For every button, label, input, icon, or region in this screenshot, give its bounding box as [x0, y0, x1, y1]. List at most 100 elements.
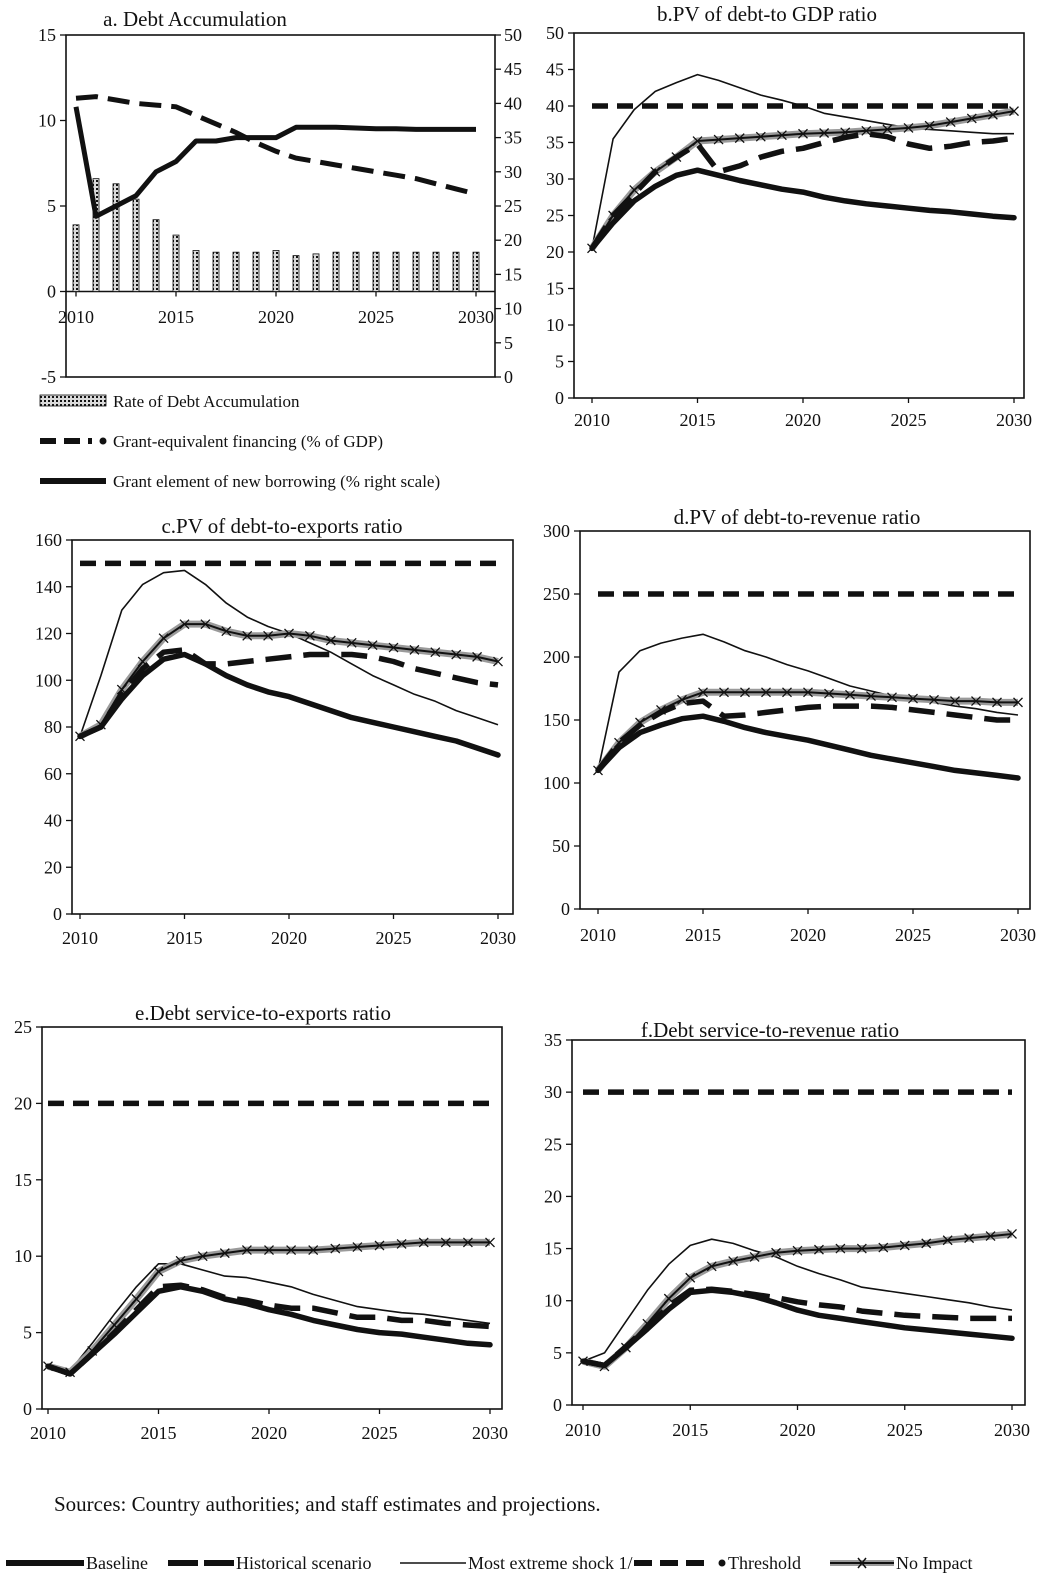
no-impact-point — [971, 696, 981, 707]
x-tick-label: 2010 — [574, 410, 610, 430]
y2-tick-label: 35 — [504, 128, 522, 148]
chart-title: d.PV of debt-to-revenue ratio — [674, 505, 921, 529]
debt-accumulation-bar — [292, 255, 300, 292]
x-tick-label: 2030 — [994, 1420, 1030, 1440]
y2-tick-label: 0 — [504, 367, 513, 387]
no-impact-point — [803, 687, 813, 698]
y-tick-label: 45 — [546, 60, 564, 80]
debt-accumulation-bar — [212, 251, 220, 292]
no-impact-point — [158, 633, 169, 644]
x-tick-label: 2020 — [785, 410, 821, 430]
legend-swatch-threshold — [634, 1559, 726, 1567]
no-impact-point — [264, 1245, 274, 1256]
no-impact-point — [308, 1245, 319, 1256]
plot-frame — [71, 539, 514, 915]
y-tick-label: 200 — [543, 647, 570, 667]
no-impact-point — [771, 1247, 782, 1258]
y-tick-label: 140 — [35, 577, 62, 597]
y2-tick-label: 25 — [504, 196, 522, 216]
no-impact-point — [284, 628, 294, 639]
x-tick-label: 2015 — [680, 410, 716, 430]
debt-accumulation-bar — [352, 251, 360, 292]
y-tick-label: 250 — [543, 584, 570, 604]
no-impact-point — [824, 688, 834, 699]
x-tick-label: 2020 — [258, 307, 294, 327]
panel-a-legend-item: Grant element of new borrowing (% right … — [40, 472, 440, 491]
no-impact-point — [221, 626, 232, 637]
plot-frame — [573, 32, 1025, 399]
no-impact-point — [286, 1245, 297, 1256]
grant-equivalent-line — [75, 94, 477, 197]
y2-tick-label: 10 — [504, 299, 522, 319]
legend-label: Grant-equivalent financing (% of GDP) — [113, 432, 383, 451]
baseline-line — [77, 651, 501, 758]
y-tick-label: 20 — [546, 242, 564, 262]
y2-tick-label: 20 — [504, 230, 522, 250]
no-impact-point — [819, 128, 830, 138]
y2-tick-label: 5 — [504, 333, 513, 353]
noimpact-line-core — [79, 623, 499, 738]
debt-accumulation-bar — [112, 183, 120, 292]
legend-swatch-no-impact — [830, 1557, 894, 1569]
debt-accumulation-bar — [192, 250, 200, 292]
no-impact-point — [1007, 1229, 1017, 1239]
debt-accumulation-bar — [172, 234, 180, 292]
y-tick-label: 10 — [546, 315, 564, 335]
no-impact-point — [749, 1251, 760, 1262]
legend-label: Grant element of new borrowing (% right … — [113, 472, 440, 491]
no-impact-point — [153, 1266, 164, 1277]
no-impact-point — [728, 1256, 739, 1267]
panel-d: d.PV of debt-to-revenue ratio 0 50 100 150 20… — [543, 505, 1036, 945]
legend-label: No Impact — [896, 1552, 973, 1573]
grant-element-line — [73, 106, 476, 219]
no-impact-point — [219, 1248, 230, 1259]
y-tick-label: 50 — [546, 23, 564, 43]
y-tick-label: 30 — [544, 1082, 562, 1102]
x-tick-label: 2020 — [251, 1423, 287, 1443]
legend-label: Threshold — [728, 1552, 801, 1573]
no-impact-point — [472, 651, 483, 662]
chart-title: f.Debt service-to-revenue ratio — [641, 1018, 899, 1042]
x-tick-label: 2030 — [480, 928, 516, 948]
x-tick-label: 2020 — [780, 1420, 816, 1440]
y-tick-label: 20 — [14, 1093, 32, 1113]
y2-tick-label: 50 — [504, 25, 522, 45]
no-impact-point — [942, 1235, 953, 1246]
debt-accumulation-bar — [272, 250, 280, 292]
noimpact-line — [595, 688, 1018, 773]
y-tick-label: 0 — [53, 904, 62, 924]
y-tick-label: 0 — [561, 899, 570, 919]
x-tick-label: 2010 — [62, 928, 98, 948]
legend-swatch-dot — [99, 437, 107, 445]
y2-tick-label: 30 — [504, 162, 522, 182]
y-tick-label: 40 — [44, 811, 62, 831]
debt-accumulation-bar — [132, 198, 140, 292]
y-tick-label: 20 — [44, 857, 62, 877]
no-impact-point — [325, 635, 336, 646]
baseline-line — [589, 167, 1017, 252]
y-tick-label: 60 — [44, 764, 62, 784]
y-tick-label: 5 — [47, 196, 56, 216]
x-tick-label: 2010 — [58, 307, 94, 327]
y2-tick-label: 40 — [504, 93, 522, 113]
legend-label: Baseline — [86, 1552, 148, 1573]
shock-line — [591, 73, 1014, 249]
y-tick-label: 15 — [544, 1239, 562, 1259]
y-tick-label: 10 — [544, 1291, 562, 1311]
x-tick-label: 2020 — [271, 928, 307, 948]
no-impact-point — [835, 1243, 846, 1254]
debt-accumulation-bar — [392, 251, 400, 292]
no-impact-point — [713, 134, 724, 145]
x-tick-label: 2030 — [1000, 925, 1036, 945]
swatch-dot — [718, 1559, 726, 1567]
no-impact-point — [719, 687, 729, 698]
no-impact-point — [241, 1245, 252, 1256]
panel-f: f.Debt service-to-revenue ratio051015202… — [544, 1018, 1030, 1440]
x-tick-label: 2025 — [376, 928, 412, 948]
no-impact-point — [845, 689, 855, 700]
y-tick-label: 0 — [23, 1399, 32, 1419]
y-tick-label: 30 — [546, 169, 564, 189]
no-impact-point — [175, 1255, 186, 1266]
